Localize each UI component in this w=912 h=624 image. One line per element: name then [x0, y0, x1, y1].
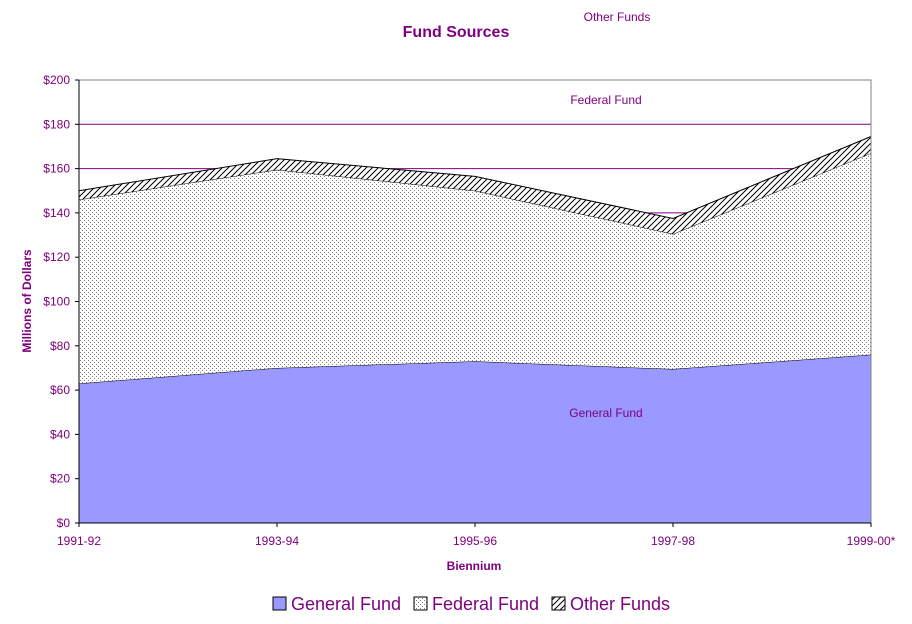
legend-swatch-general-fund [272, 596, 287, 611]
area-other-funds [79, 136, 871, 234]
y-tick-label: $200 [43, 73, 70, 87]
x-tick-labels: 1991-92 1993-94 1995-96 1997-98 1999-00* [57, 534, 896, 548]
y-tick-labels: $0 $20 $40 $60 $80 $100 $120 $140 $160 $180 $200 [43, 73, 70, 530]
area-edge-other-funds [78, 136, 872, 219]
annotation-other-funds: Other Funds [584, 10, 651, 24]
y-tick-label: $20 [50, 472, 70, 486]
x-tick-label: 1995-96 [453, 534, 497, 548]
x-tick-label: 1993-94 [255, 534, 299, 548]
y-tick-label: $120 [43, 250, 70, 264]
y-axis-title: Millions of Dollars [20, 249, 34, 353]
stacked-areas [78, 136, 872, 523]
y-tick-label: $80 [50, 339, 70, 353]
y-tick-label: $100 [43, 295, 70, 309]
legend-swatch-federal-fund [413, 596, 428, 611]
x-tick-label: 1999-00* [847, 534, 896, 548]
legend-label-general-fund: General Fund [291, 594, 401, 614]
legend: General Fund Federal Fund Other Funds [272, 594, 670, 614]
area-general-fund [79, 354, 871, 523]
area-federal-fund [79, 153, 871, 384]
x-tick-label: 1997-98 [651, 534, 695, 548]
annotation-federal-fund: Federal Fund [570, 93, 641, 107]
y-tick-label: $60 [50, 383, 70, 397]
y-tick-label: $180 [43, 117, 70, 131]
y-tick-label: $140 [43, 206, 70, 220]
legend-swatch-other-funds [551, 596, 566, 611]
y-tick-label: $40 [50, 427, 70, 441]
x-tick-label: 1991-92 [57, 534, 101, 548]
legend-label-other-funds: Other Funds [570, 594, 670, 614]
y-tick-label: $0 [57, 516, 71, 530]
y-tick-label: $160 [43, 162, 70, 176]
x-axis-title: Biennium [447, 559, 502, 573]
annotation-general-fund: General Fund [569, 406, 642, 420]
legend-label-federal-fund: Federal Fund [432, 594, 539, 614]
chart-title: Fund Sources [403, 24, 510, 41]
axes [75, 79, 872, 527]
